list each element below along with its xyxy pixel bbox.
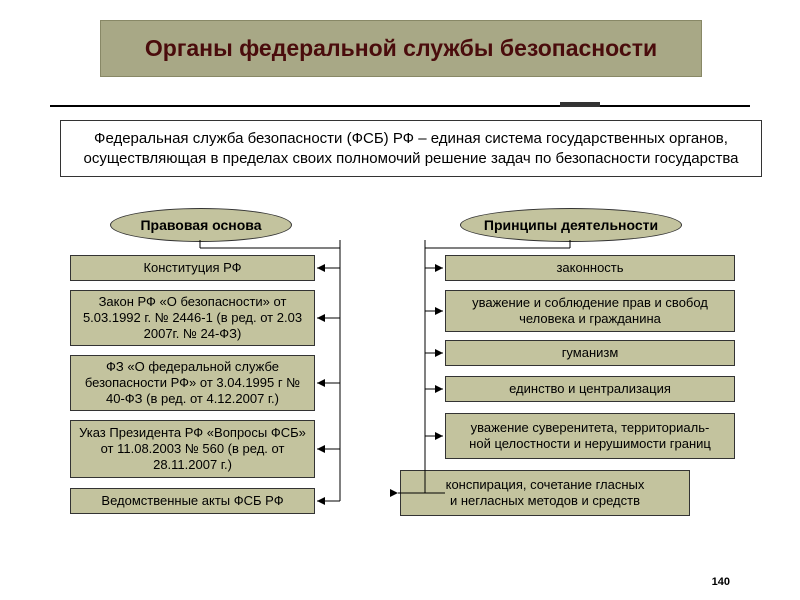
page-title: Органы федеральной службы безопасности: [145, 35, 657, 62]
principle-item: конспирация, сочетание гласных и негласн…: [400, 470, 690, 516]
principles-header: Принципы деятельности: [460, 208, 682, 242]
legal-item: Ведомственные акты ФСБ РФ: [70, 488, 315, 514]
hr-accent: [560, 102, 600, 107]
hr-line: [50, 105, 750, 107]
principle-item: уважение суверенитета, территориаль- ной…: [445, 413, 735, 459]
legal-item: Указ Президента РФ «Вопросы ФСБ» от 11.0…: [70, 420, 315, 478]
principle-item: законность: [445, 255, 735, 281]
principle-item: единство и централизация: [445, 376, 735, 402]
page-number: 140: [712, 576, 730, 588]
legal-item: Конституция РФ: [70, 255, 315, 281]
principle-item: гуманизм: [445, 340, 735, 366]
title-box: Органы федеральной службы безопасности: [100, 20, 702, 77]
legal-item: ФЗ «О федеральной службе безопасности РФ…: [70, 355, 315, 411]
legal-item: Закон РФ «О безопасности» от 5.03.1992 г…: [70, 290, 315, 346]
principle-item: уважение и соблюдение прав и свобод чело…: [445, 290, 735, 332]
legal-basis-header: Правовая основа: [110, 208, 292, 242]
definition-box: Федеральная служба безопасности (ФСБ) РФ…: [60, 120, 762, 177]
